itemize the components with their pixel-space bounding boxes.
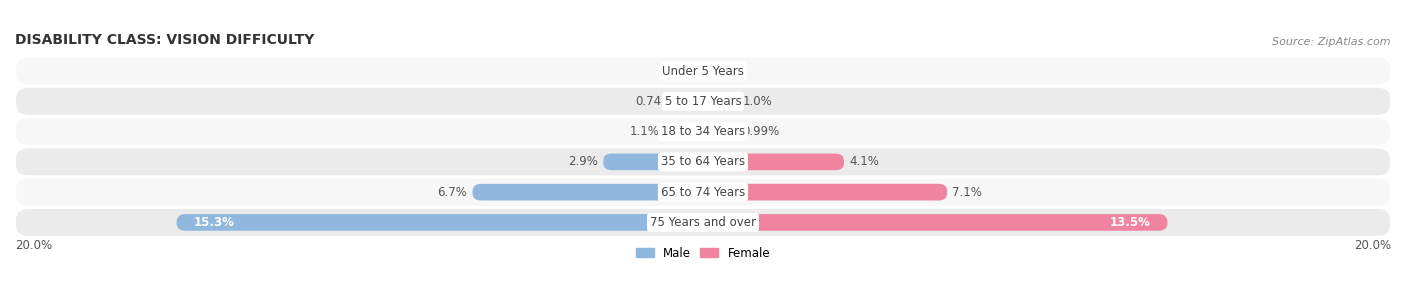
FancyBboxPatch shape xyxy=(678,93,703,110)
FancyBboxPatch shape xyxy=(15,87,1391,116)
Text: 2.9%: 2.9% xyxy=(568,155,598,168)
Text: 0.0%: 0.0% xyxy=(664,64,693,78)
Text: Under 5 Years: Under 5 Years xyxy=(662,64,744,78)
FancyBboxPatch shape xyxy=(703,154,844,170)
Text: DISABILITY CLASS: VISION DIFFICULTY: DISABILITY CLASS: VISION DIFFICULTY xyxy=(15,33,315,47)
Text: 15.3%: 15.3% xyxy=(194,216,235,229)
FancyBboxPatch shape xyxy=(703,123,737,140)
Text: 20.0%: 20.0% xyxy=(1354,239,1391,252)
Text: 75 Years and over: 75 Years and over xyxy=(650,216,756,229)
Text: 65 to 74 Years: 65 to 74 Years xyxy=(661,186,745,199)
FancyBboxPatch shape xyxy=(665,123,703,140)
Text: 5 to 17 Years: 5 to 17 Years xyxy=(665,95,741,108)
FancyBboxPatch shape xyxy=(472,184,703,200)
FancyBboxPatch shape xyxy=(15,147,1391,176)
Text: 0.99%: 0.99% xyxy=(742,125,779,138)
Text: 6.7%: 6.7% xyxy=(437,186,467,199)
Text: 20.0%: 20.0% xyxy=(15,239,52,252)
Legend: Male, Female: Male, Female xyxy=(631,242,775,264)
Text: 4.1%: 4.1% xyxy=(849,155,879,168)
Text: 0.0%: 0.0% xyxy=(713,64,742,78)
FancyBboxPatch shape xyxy=(15,57,1391,85)
FancyBboxPatch shape xyxy=(703,214,1167,231)
FancyBboxPatch shape xyxy=(177,214,703,231)
Text: 35 to 64 Years: 35 to 64 Years xyxy=(661,155,745,168)
FancyBboxPatch shape xyxy=(15,117,1391,146)
FancyBboxPatch shape xyxy=(703,93,737,110)
Text: 13.5%: 13.5% xyxy=(1109,216,1150,229)
Text: 1.0%: 1.0% xyxy=(742,95,772,108)
Text: 0.74%: 0.74% xyxy=(636,95,672,108)
FancyBboxPatch shape xyxy=(603,154,703,170)
Text: 18 to 34 Years: 18 to 34 Years xyxy=(661,125,745,138)
FancyBboxPatch shape xyxy=(15,178,1391,207)
Text: Source: ZipAtlas.com: Source: ZipAtlas.com xyxy=(1272,37,1391,47)
FancyBboxPatch shape xyxy=(15,208,1391,237)
Text: 1.1%: 1.1% xyxy=(630,125,659,138)
Text: 7.1%: 7.1% xyxy=(952,186,983,199)
FancyBboxPatch shape xyxy=(703,184,948,200)
